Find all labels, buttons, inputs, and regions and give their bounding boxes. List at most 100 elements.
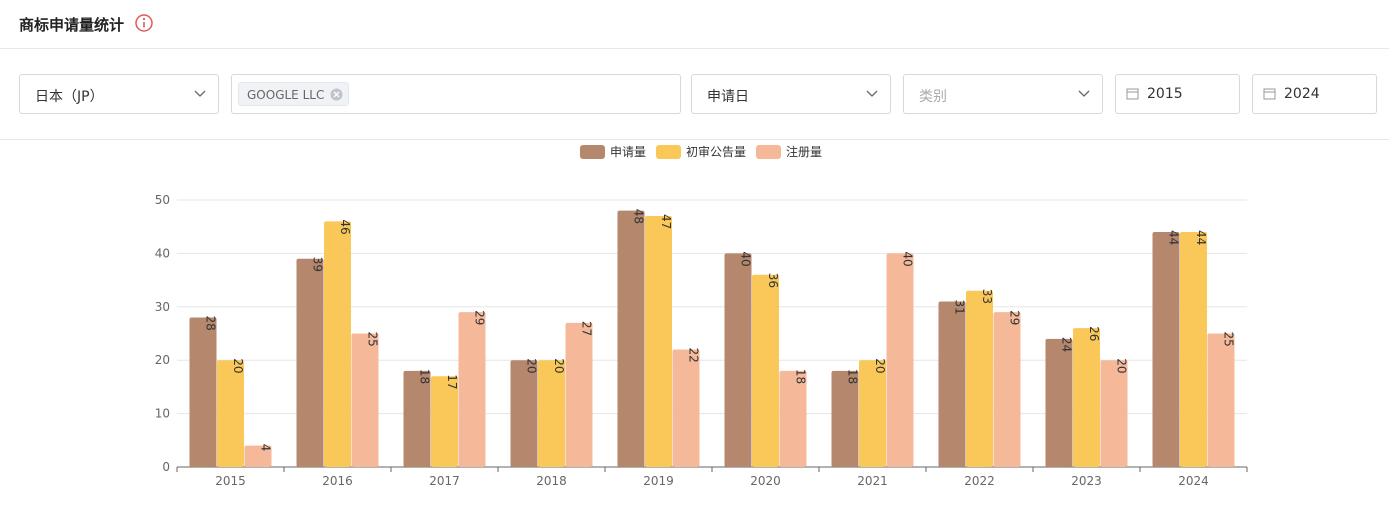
bar bbox=[672, 349, 700, 467]
legend-swatch bbox=[756, 145, 782, 159]
calendar-icon bbox=[1126, 88, 1139, 100]
bar bbox=[431, 376, 458, 467]
y-tick-label: 50 bbox=[155, 193, 170, 207]
y-tick-label: 0 bbox=[162, 460, 170, 474]
info-icon[interactable] bbox=[134, 13, 154, 33]
x-tick-label: 2019 bbox=[643, 474, 674, 488]
data-label: 18 bbox=[846, 369, 860, 384]
data-label: 40 bbox=[901, 251, 915, 266]
country-select[interactable]: 日本（JP） bbox=[19, 74, 219, 114]
data-label: 33 bbox=[980, 289, 994, 304]
bar bbox=[189, 317, 217, 467]
y-tick-label: 30 bbox=[155, 300, 170, 314]
end-year-picker[interactable]: 2024 bbox=[1252, 74, 1377, 114]
y-tick-label: 40 bbox=[155, 246, 170, 260]
legend-label: 申请量 bbox=[610, 145, 646, 159]
bar bbox=[966, 290, 993, 467]
data-label: 4 bbox=[259, 444, 273, 452]
year-value: 2015 bbox=[1147, 86, 1183, 102]
year-value: 2024 bbox=[1284, 86, 1320, 102]
data-label: 31 bbox=[953, 299, 967, 314]
x-tick-label: 2017 bbox=[429, 474, 460, 488]
tag-text: GOOGLE LLC bbox=[247, 88, 325, 102]
data-label: 44 bbox=[1194, 230, 1208, 245]
bar bbox=[324, 221, 351, 467]
bar bbox=[217, 360, 244, 467]
x-tick-label: 2024 bbox=[1178, 474, 1209, 488]
divider bbox=[0, 139, 1389, 140]
applicant-tag: GOOGLE LLC bbox=[238, 82, 350, 106]
tag-close[interactable] bbox=[330, 88, 343, 101]
legend: 申请量 初审公告量 注册量 bbox=[579, 144, 822, 159]
bar bbox=[645, 216, 672, 467]
data-label: 26 bbox=[1087, 326, 1101, 341]
select-placeholder: 类别 bbox=[919, 89, 947, 105]
legend-label: 初审公告量 bbox=[686, 144, 746, 159]
chevron bbox=[866, 90, 878, 97]
select-value: 申请日 bbox=[707, 89, 749, 105]
bar bbox=[403, 370, 431, 467]
date-type-select[interactable]: 申请日 bbox=[691, 74, 891, 114]
data-label: 20 bbox=[525, 358, 539, 373]
data-label: 47 bbox=[659, 214, 673, 229]
page-title: 商标申请量统计 bbox=[19, 16, 125, 34]
data-label: 29 bbox=[1008, 310, 1022, 325]
calendar-icon bbox=[1263, 88, 1276, 100]
x-tick-label: 2015 bbox=[215, 474, 246, 488]
data-label: 18 bbox=[794, 369, 808, 384]
x-tick-label: 2020 bbox=[750, 474, 781, 488]
bar bbox=[617, 210, 645, 467]
legend-swatch bbox=[579, 145, 605, 159]
data-label: 20 bbox=[552, 358, 566, 373]
data-label: 22 bbox=[687, 348, 701, 363]
select-value: 日本（JP） bbox=[35, 89, 104, 105]
applicant-select[interactable]: GOOGLE LLC bbox=[231, 74, 681, 114]
bar bbox=[1045, 338, 1073, 467]
data-label: 18 bbox=[418, 369, 432, 384]
legend-swatch bbox=[655, 145, 681, 159]
bar bbox=[510, 360, 538, 467]
bar bbox=[779, 370, 807, 467]
bar bbox=[351, 333, 379, 467]
x-tick-label: 2018 bbox=[536, 474, 567, 488]
bar bbox=[831, 370, 859, 467]
bar bbox=[886, 253, 914, 467]
data-label: 46 bbox=[338, 219, 352, 234]
data-label: 17 bbox=[445, 374, 459, 389]
bar bbox=[859, 360, 886, 467]
data-label: 44 bbox=[1167, 230, 1181, 245]
data-label: 29 bbox=[473, 310, 487, 325]
data-label: 28 bbox=[204, 315, 218, 330]
data-label: 24 bbox=[1060, 337, 1074, 352]
bar bbox=[1100, 360, 1128, 467]
category-select[interactable]: 类别 bbox=[903, 74, 1103, 114]
x-tick-label: 2016 bbox=[322, 474, 353, 488]
x-tick-label: 2022 bbox=[964, 474, 995, 488]
start-year-picker[interactable]: 2015 bbox=[1115, 74, 1240, 114]
bar bbox=[244, 445, 272, 467]
bar bbox=[1152, 232, 1180, 467]
data-label: 39 bbox=[311, 257, 325, 272]
bar bbox=[565, 322, 593, 467]
data-label: 25 bbox=[366, 332, 380, 347]
bar bbox=[938, 301, 966, 467]
data-label: 48 bbox=[632, 209, 646, 224]
divider bbox=[0, 48, 1389, 49]
bar bbox=[993, 312, 1021, 467]
bar bbox=[1207, 333, 1235, 467]
bar bbox=[752, 274, 779, 467]
bar bbox=[1180, 232, 1207, 467]
y-tick-label: 10 bbox=[155, 407, 170, 421]
chart: 0 10 20 30 40 50 申请量 初审公告量 注册量 2015 28 20 4 2016 39 46 2… bbox=[155, 144, 1248, 488]
data-label: 40 bbox=[739, 251, 753, 266]
y-tick-label: 20 bbox=[155, 353, 170, 367]
bar bbox=[1073, 328, 1100, 467]
bar bbox=[724, 253, 752, 467]
data-label: 20 bbox=[231, 358, 245, 373]
x-tick-label: 2021 bbox=[857, 474, 888, 488]
data-label: 36 bbox=[766, 273, 780, 288]
bar bbox=[296, 258, 324, 467]
x-tick-label: 2023 bbox=[1071, 474, 1102, 488]
data-label: 27 bbox=[580, 321, 594, 336]
